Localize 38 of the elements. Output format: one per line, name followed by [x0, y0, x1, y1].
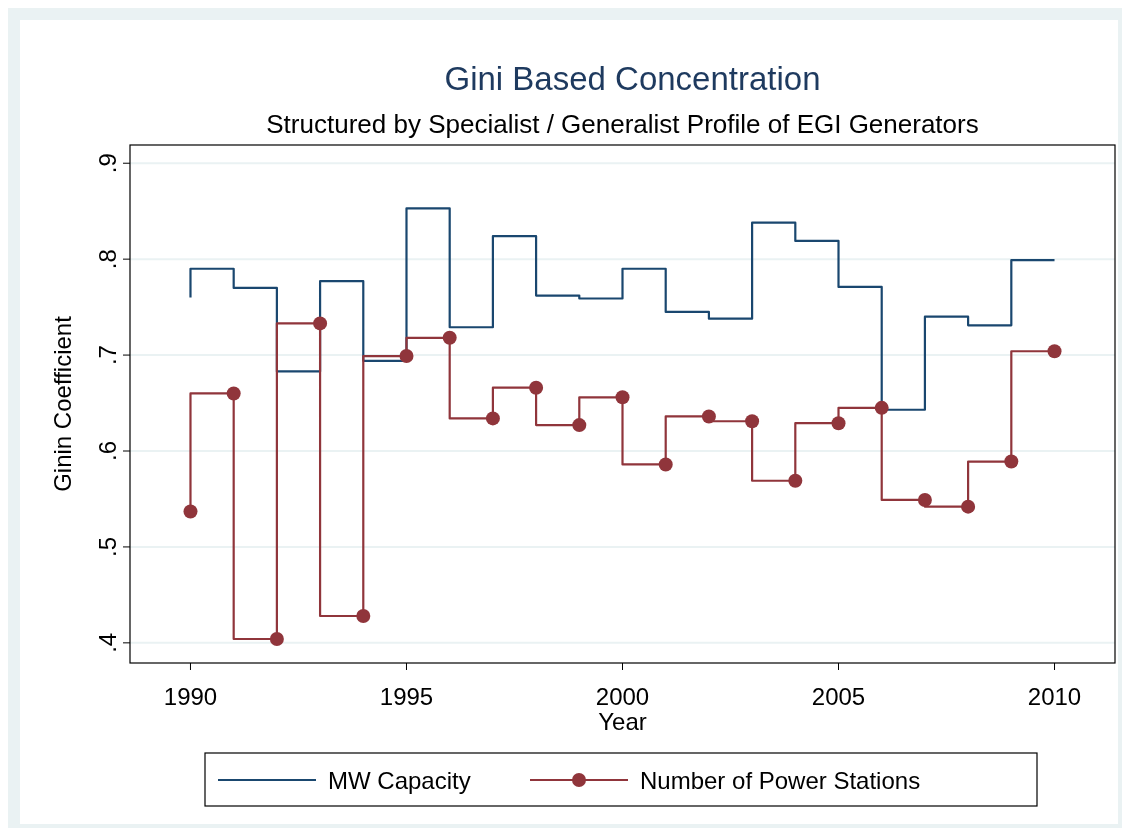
point	[313, 316, 328, 331]
point	[226, 386, 241, 401]
x-tick-label: 2000	[595, 683, 650, 710]
point	[788, 473, 803, 488]
x-axis-title: Year	[598, 708, 647, 735]
y-tick-label: .8	[94, 249, 121, 270]
legend-label: MW Capacity	[328, 767, 471, 794]
point	[961, 499, 976, 514]
point	[831, 416, 846, 431]
y-tick-label: .9	[94, 153, 121, 174]
point	[1004, 454, 1019, 469]
point	[874, 400, 889, 415]
x-tick-label: 1995	[379, 683, 434, 710]
chart-subtitle: Structured by Specialist / Generalist Profile of EGI Generators	[266, 109, 979, 139]
y-tick-label: .4	[94, 632, 121, 653]
chart-title: Gini Based Concentration	[444, 60, 821, 97]
point	[572, 418, 587, 433]
x-tick-label: 2010	[1027, 683, 1082, 710]
y-tick-label: .6	[94, 441, 121, 462]
point	[183, 504, 198, 519]
point	[399, 349, 414, 364]
point	[917, 492, 932, 507]
x-tick-label: 1990	[163, 683, 218, 710]
point	[615, 390, 630, 405]
point	[658, 457, 673, 472]
legend-label: Number of Power Stations	[640, 767, 921, 794]
y-axis-title: Ginin Coefficient	[49, 315, 76, 492]
point	[745, 414, 760, 429]
point	[529, 380, 544, 395]
point	[442, 330, 457, 345]
point	[356, 609, 371, 623]
point	[1047, 344, 1062, 359]
point	[701, 409, 716, 424]
x-tick-label: 2005	[811, 683, 866, 710]
y-tick-label: .5	[94, 536, 121, 557]
point	[485, 411, 500, 426]
point	[269, 632, 284, 647]
y-tick-label: .7	[94, 345, 121, 366]
